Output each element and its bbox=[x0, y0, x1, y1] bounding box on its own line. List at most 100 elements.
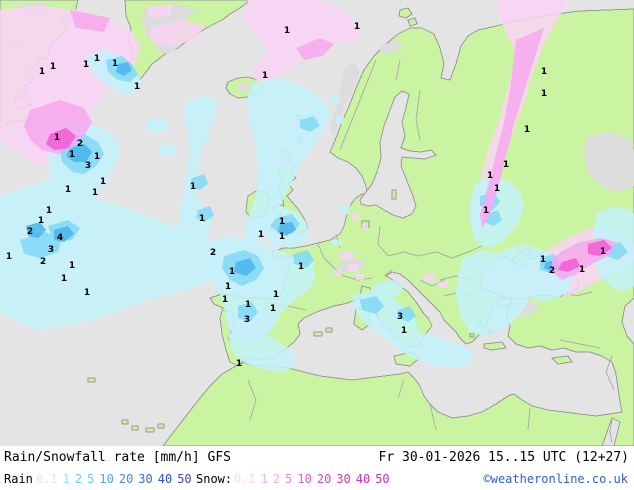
rain-scale-values: 0.1 1 2 5 10 20 30 40 50 bbox=[36, 472, 192, 486]
precip-value-label: 1 bbox=[262, 71, 268, 81]
precip-value-label: 1 bbox=[245, 300, 251, 310]
rain-scale-value: 40 bbox=[157, 472, 173, 486]
island-menorca bbox=[325, 327, 333, 333]
island-canary1 bbox=[121, 419, 129, 425]
legend-bar: Rain/Snowfall rate [mm/h] GFS Fr 30-01-2… bbox=[0, 446, 634, 490]
rain-scale-value: 30 bbox=[138, 472, 153, 486]
precip-value-label: 1 bbox=[54, 133, 60, 143]
snow-scale-value: 40 bbox=[355, 472, 371, 486]
precip-value-label: 1 bbox=[69, 150, 75, 160]
rain-scale-value: 20 bbox=[118, 472, 134, 486]
precip-value-label: 1 bbox=[524, 125, 530, 135]
precip-value-label: 1 bbox=[61, 274, 67, 284]
precip-value-label: 1 bbox=[100, 177, 106, 187]
precip-value-label: 1 bbox=[258, 230, 264, 240]
precip-value-label: 1 bbox=[199, 214, 205, 224]
island-crete bbox=[483, 341, 507, 351]
precip-value-label: 3 bbox=[397, 312, 403, 322]
precip-value-label: 4 bbox=[57, 233, 63, 243]
precip-value-label: 1 bbox=[65, 185, 71, 195]
precip-value-label: 1 bbox=[494, 184, 500, 194]
precip-value-label: 1 bbox=[579, 265, 585, 275]
island-aegean3 bbox=[469, 333, 475, 338]
island-canary4 bbox=[157, 423, 165, 429]
snow-scale-value: 30 bbox=[336, 472, 351, 486]
precip-value-label: 1 bbox=[50, 62, 56, 72]
precip-value-label: 3 bbox=[48, 245, 54, 255]
legend-row-scales: Rain 0.1 1 2 5 10 20 30 40 50 Snow: 0.1 1 2 5 10 20 30… bbox=[0, 469, 634, 489]
precip-value-label: 1 bbox=[487, 171, 493, 181]
snow-scale-value: 50 bbox=[375, 472, 390, 486]
precip-value-label: 2 bbox=[210, 248, 216, 258]
precip-value-label: 1 bbox=[190, 182, 196, 192]
snow-scale-values: 0.1 1 2 5 10 20 30 40 50 bbox=[234, 472, 390, 486]
precip-value-label: 1 bbox=[236, 359, 242, 369]
precip-value-label: 2 bbox=[40, 257, 46, 267]
precip-value-label: 1 bbox=[69, 261, 75, 271]
precip-value-label: 1 bbox=[6, 252, 12, 262]
precip-value-label: 1 bbox=[298, 262, 304, 272]
rain-deep-layer bbox=[26, 62, 560, 276]
precip-value-label: 2 bbox=[27, 227, 33, 237]
precip-value-label: 1 bbox=[270, 304, 276, 314]
precip-value-label: 1 bbox=[225, 282, 231, 292]
precip-value-label: 1 bbox=[222, 295, 228, 305]
snow-scale-value: 5 bbox=[285, 472, 293, 486]
island-madeira bbox=[87, 377, 96, 383]
island-canary2 bbox=[131, 425, 139, 431]
precip-value-label: 1 bbox=[273, 290, 279, 300]
precip-value-label: 1 bbox=[46, 206, 52, 216]
precip-value-label: 1 bbox=[401, 326, 407, 336]
map-title: Rain/Snowfall rate [mm/h] GFS bbox=[4, 450, 231, 465]
snow-scale-value: 1 bbox=[260, 472, 268, 486]
rain-scale-value: 1 bbox=[62, 472, 70, 486]
land-svalbard2 bbox=[407, 17, 418, 27]
precip-value-label: 1 bbox=[94, 152, 100, 162]
snow-scale-value: 10 bbox=[297, 472, 312, 486]
precip-value-label: 1 bbox=[600, 247, 606, 257]
precip-value-label: 1 bbox=[94, 54, 100, 64]
copyright-link[interactable]: ©weatheronline.co.uk bbox=[483, 472, 629, 486]
precip-value-label: 1 bbox=[541, 67, 547, 77]
precip-value-label: 1 bbox=[84, 288, 90, 298]
snow-scale-label: Snow: bbox=[196, 472, 233, 486]
precip-value-label: 1 bbox=[354, 22, 360, 32]
precip-value-label: 1 bbox=[284, 26, 290, 36]
snow-scale-value: 20 bbox=[316, 472, 332, 486]
rain-scale-value: 2 bbox=[74, 472, 83, 486]
rain-scale-label: Rain bbox=[4, 472, 33, 486]
baltic-sea bbox=[359, 90, 437, 219]
snow-scale-value: 2 bbox=[272, 472, 281, 486]
precip-value-label: 1 bbox=[279, 217, 285, 227]
snow-deep-layer bbox=[46, 128, 612, 272]
island-canary3 bbox=[145, 427, 155, 433]
precip-value-label: 1 bbox=[134, 82, 140, 92]
precip-value-label: 1 bbox=[92, 188, 98, 198]
red-sea bbox=[601, 417, 621, 446]
precip-value-label: 1 bbox=[38, 216, 44, 226]
island-cyprus bbox=[550, 355, 573, 365]
precip-value-label: 3 bbox=[85, 161, 91, 171]
precip-value-label: 1 bbox=[541, 89, 547, 99]
snow-scale-value: 0.1 bbox=[234, 472, 256, 486]
precip-value-label: 1 bbox=[503, 160, 509, 170]
rain-scale-value: 0.1 bbox=[36, 472, 58, 486]
precip-value-label: 1 bbox=[83, 60, 89, 70]
land-svalbard bbox=[398, 7, 413, 19]
rain-scale-value: 10 bbox=[99, 472, 114, 486]
precip-value-label: 2 bbox=[77, 139, 83, 149]
precip-value-label: 1 bbox=[540, 255, 546, 265]
island-mallorca bbox=[313, 331, 323, 337]
map-datetime: Fr 30-01-2026 15..15 UTC (12+27) bbox=[378, 450, 629, 465]
precip-value-label: 1 bbox=[39, 67, 45, 77]
precip-value-label: 1 bbox=[483, 206, 489, 216]
legend-row-title: Rain/Snowfall rate [mm/h] GFS Fr 30-01-2… bbox=[0, 446, 634, 469]
precip-value-label: 1 bbox=[279, 232, 285, 242]
rain-scale-value: 5 bbox=[87, 472, 95, 486]
rain-scale-value: 50 bbox=[177, 472, 192, 486]
island-gotland bbox=[391, 189, 397, 200]
precip-value-label: 1 bbox=[112, 59, 118, 69]
